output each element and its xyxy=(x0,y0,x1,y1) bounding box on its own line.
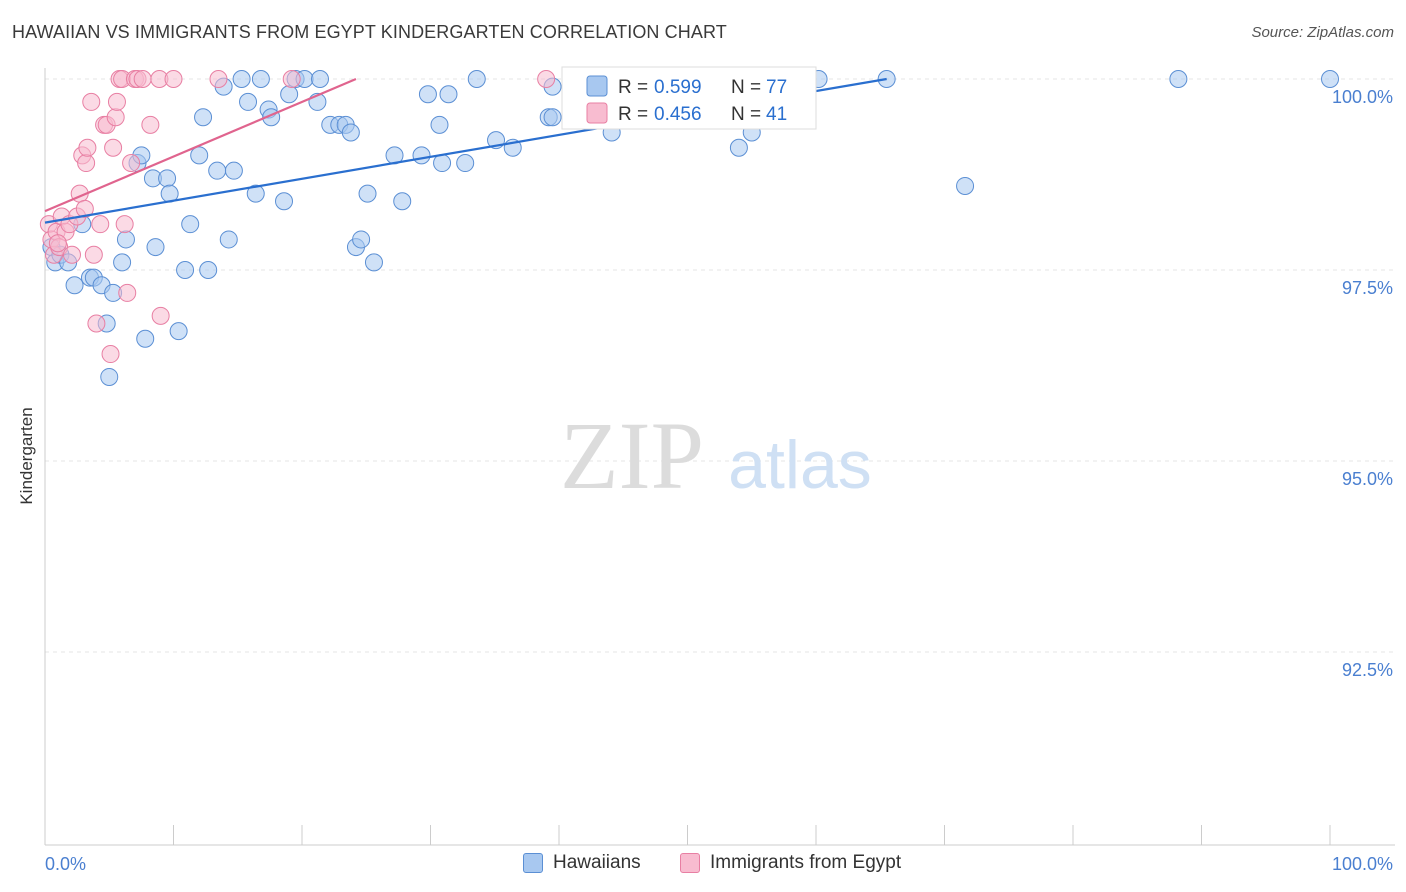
legend-r-label-2: R = xyxy=(618,104,648,125)
legend-n-label-2: N = xyxy=(731,104,761,125)
point-egypt xyxy=(87,314,106,333)
point-egypt xyxy=(282,70,301,88)
y-tick-label: 95.0% xyxy=(1342,469,1393,489)
point-hawaiians xyxy=(1169,70,1188,88)
point-hawaiians xyxy=(158,169,177,188)
legend-swatch-egypt-bottom xyxy=(680,853,700,873)
legend-item-egypt[interactable]: Immigrants from Egypt xyxy=(680,852,901,874)
watermark-atlas: atlas xyxy=(728,427,872,503)
point-hawaiians xyxy=(456,154,475,173)
point-hawaiians xyxy=(341,123,360,142)
point-egypt xyxy=(164,70,183,88)
point-hawaiians xyxy=(199,261,218,279)
point-hawaiians xyxy=(412,146,431,165)
legend-n-value-1: 77 xyxy=(766,77,787,98)
legend-n-label-1: N = xyxy=(731,77,761,98)
point-hawaiians xyxy=(310,70,329,88)
grid-lines xyxy=(45,78,1395,653)
y-tick-label: 100.0% xyxy=(1332,87,1393,107)
point-hawaiians xyxy=(208,161,227,180)
point-egypt xyxy=(133,70,152,88)
legend-r-value-2: 0.456 xyxy=(654,104,702,125)
point-egypt xyxy=(78,138,97,157)
point-egypt xyxy=(101,345,120,364)
point-hawaiians xyxy=(65,276,84,295)
point-hawaiians xyxy=(190,146,209,165)
point-hawaiians xyxy=(433,154,452,173)
point-egypt xyxy=(91,215,110,234)
legend-r-value-1: 0.599 xyxy=(654,77,702,98)
legend-label-egypt: Immigrants from Egypt xyxy=(710,852,902,873)
point-egypt xyxy=(209,70,228,88)
point-egypt xyxy=(537,70,556,88)
point-hawaiians xyxy=(358,184,377,203)
watermark: ZIP atlas xyxy=(560,402,872,509)
point-hawaiians xyxy=(439,85,458,104)
point-hawaiians xyxy=(246,184,265,203)
legend-r-label-1: R = xyxy=(618,77,648,98)
y-axis-label: Kindergarten xyxy=(17,407,36,504)
legend-swatch-hawaiians xyxy=(586,75,608,97)
point-hawaiians xyxy=(194,108,213,127)
point-hawaiians xyxy=(1321,70,1339,88)
point-egypt xyxy=(107,92,126,111)
y-tick-label: 97.5% xyxy=(1342,278,1393,298)
point-hawaiians xyxy=(181,215,200,234)
point-egypt xyxy=(82,92,101,111)
point-egypt xyxy=(48,234,67,253)
axes xyxy=(44,68,1395,846)
tick-labels: 100.0% 97.5% 95.0% 92.5% 0.0% 100.0% xyxy=(45,87,1393,874)
point-hawaiians xyxy=(239,92,258,111)
trend-line-egypt xyxy=(44,77,357,213)
point-hawaiians xyxy=(467,70,486,88)
point-egypt xyxy=(62,245,81,264)
point-egypt xyxy=(77,154,96,173)
point-egypt xyxy=(122,154,141,173)
point-hawaiians xyxy=(393,192,412,211)
point-hawaiians xyxy=(232,70,251,88)
legend-n-value-2: 41 xyxy=(766,104,787,125)
source-label: Source: ZipAtlas.com xyxy=(1251,24,1394,41)
y-tick-label: 92.5% xyxy=(1342,660,1393,680)
point-hawaiians xyxy=(543,108,562,127)
point-egypt xyxy=(104,138,123,157)
data-points xyxy=(39,70,1339,386)
point-hawaiians xyxy=(352,230,371,249)
point-hawaiians xyxy=(116,230,135,249)
point-hawaiians xyxy=(136,329,155,348)
point-egypt xyxy=(106,108,125,127)
legend-item-hawaiians[interactable]: Hawaiians xyxy=(523,852,641,874)
point-egypt xyxy=(141,115,160,134)
point-egypt xyxy=(84,245,103,264)
point-hawaiians xyxy=(364,253,383,272)
point-hawaiians xyxy=(113,253,132,272)
x-tick-label-max: 100.0% xyxy=(1332,854,1393,874)
x-tick-label-min: 0.0% xyxy=(45,854,86,874)
point-hawaiians xyxy=(146,238,165,257)
point-hawaiians xyxy=(956,176,975,195)
point-hawaiians xyxy=(224,161,243,180)
point-hawaiians xyxy=(418,85,437,104)
point-hawaiians xyxy=(275,192,294,211)
point-hawaiians xyxy=(729,138,748,157)
point-egypt xyxy=(75,199,94,218)
point-hawaiians xyxy=(176,261,195,279)
legend-label-hawaiians: Hawaiians xyxy=(553,852,641,873)
legend-bottom: Hawaiians Immigrants from Egypt xyxy=(0,850,1406,880)
point-egypt xyxy=(115,215,134,234)
point-hawaiians xyxy=(280,85,299,104)
point-hawaiians xyxy=(219,230,238,249)
point-hawaiians xyxy=(100,367,119,386)
watermark-zip: ZIP xyxy=(560,402,704,509)
point-egypt xyxy=(151,306,170,325)
legend-swatch-hawaiians-bottom xyxy=(523,853,543,873)
point-hawaiians xyxy=(169,322,188,341)
point-hawaiians xyxy=(251,70,270,88)
point-egypt xyxy=(118,283,137,302)
point-hawaiians xyxy=(430,115,449,134)
chart-title: HAWAIIAN VS IMMIGRANTS FROM EGYPT KINDER… xyxy=(12,22,727,42)
legend-swatch-egypt xyxy=(586,102,608,124)
legend-top: R = 0.599 N = 77 R = 0.456 N = 41 xyxy=(561,66,817,130)
